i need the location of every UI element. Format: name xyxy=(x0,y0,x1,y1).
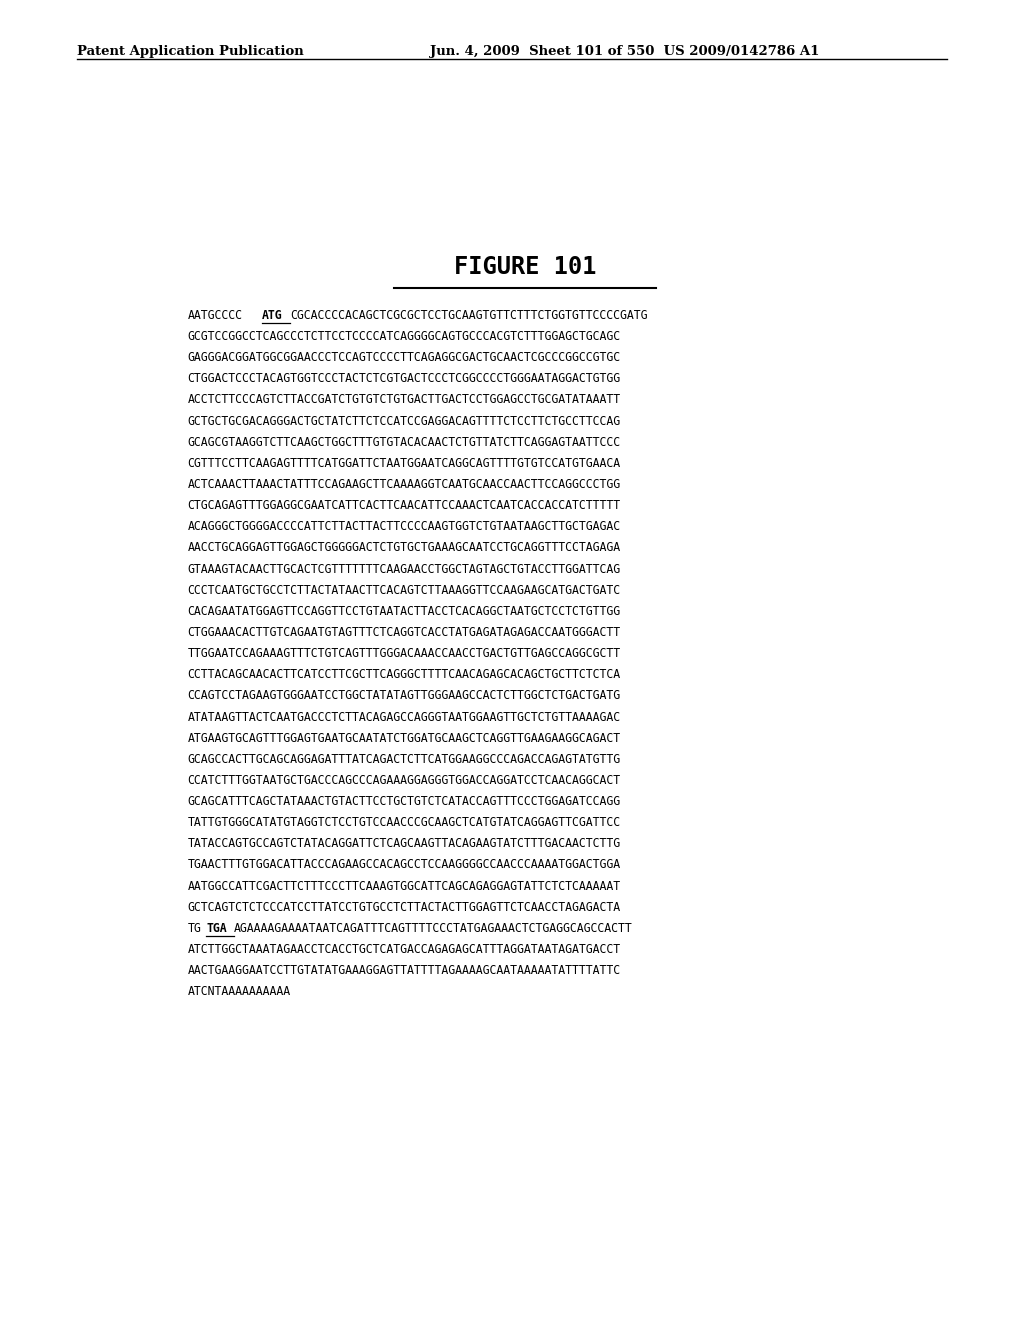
Text: GCTGCTGCGACAGGGACTGCTATCTTCTCCATCCGAGGACAGTTTTCTCCTTCTGCCTTCCAG: GCTGCTGCGACAGGGACTGCTATCTTCTCCATCCGAGGAC… xyxy=(187,414,621,428)
Text: CACAGAATATGGAGTTCCAGGTTCCTGTAATACTTACCTCACAGGCTAATGCTCCTCTGTTGG: CACAGAATATGGAGTTCCAGGTTCCTGTAATACTTACCTC… xyxy=(187,605,621,618)
Text: Jun. 4, 2009  Sheet 101 of 550  US 2009/0142786 A1: Jun. 4, 2009 Sheet 101 of 550 US 2009/01… xyxy=(430,45,819,58)
Text: AATGGCCATTCGACTTCTTTCCCTTCAAAGTGGCATTCAGCAGAGGAGTATTCTCTCAAAAAT: AATGGCCATTCGACTTCTTTCCCTTCAAAGTGGCATTCAG… xyxy=(187,879,621,892)
Text: CCCTCAATGCTGCCTCTTACTATAACTTCACAGTCTTAAAGGTTCCAAGAAGCATGACTGATC: CCCTCAATGCTGCCTCTTACTATAACTTCACAGTCTTAAA… xyxy=(187,583,621,597)
Text: ATCNTAAAAAAAAAA: ATCNTAAAAAAAAAA xyxy=(187,985,291,998)
Text: ACTCAAACTTAAACTATTTCCAGAAGCTTCAAAAGGTCAATGCAACCAACTTCCAGGCCCTGG: ACTCAAACTTAAACTATTTCCAGAAGCTTCAAAAGGTCAA… xyxy=(187,478,621,491)
Text: CTGGACTCCCTACAGTGGTCCCTACTCTCGTGACTCCCTCGGCCCCTGGGAATAGGACTGTGG: CTGGACTCCCTACAGTGGTCCCTACTCTCGTGACTCCCTC… xyxy=(187,372,621,385)
Text: TTGGAATCCAGAAAGTTTCTGTCAGTTTGGGACAAACCAACCTGACTGTTGAGCCAGGCGCTT: TTGGAATCCAGAAAGTTTCTGTCAGTTTGGGACAAACCAA… xyxy=(187,647,621,660)
Text: TATTGTGGGCATATGTAGGTCTCCTGTCCAACCCGCAAGCTCATGTATCAGGAGTTCGATTCC: TATTGTGGGCATATGTAGGTCTCCTGTCCAACCCGCAAGC… xyxy=(187,816,621,829)
Text: CCTTACAGCAACACTTCATCCTTCGCTTCAGGGCTTTTCAACAGAGCACAGCTGCTTCTCTCA: CCTTACAGCAACACTTCATCCTTCGCTTCAGGGCTTTTCA… xyxy=(187,668,621,681)
Point xyxy=(200,928,212,944)
Text: CTGCAGAGTTTGGAGGCGAATCATTCACTTCAACATTCCAAACTCAATCACCACCATCTTTTT: CTGCAGAGTTTGGAGGCGAATCATTCACTTCAACATTCCA… xyxy=(187,499,621,512)
Text: ATATAAGTTACTCAATGACCCTCTTACAGAGCCAGGGTAATGGAAGTTGCTCTGTTAAAAGAC: ATATAAGTTACTCAATGACCCTCTTACAGAGCCAGGGTAA… xyxy=(187,710,621,723)
Text: GCAGCCACTTGCAGCAGGAGATTTATCAGACTCTTCATGGAAGGCCCAGACCAGAGTATGTTG: GCAGCCACTTGCAGCAGGAGATTTATCAGACTCTTCATGG… xyxy=(187,752,621,766)
Text: ATG: ATG xyxy=(262,309,283,322)
Text: CGTTTCCTTCAAGAGTTTTCATGGATTCTAATGGAATCAGGCAGTTTTGTGTCCATGTGAACA: CGTTTCCTTCAAGAGTTTTCATGGATTCTAATGGAATCAG… xyxy=(187,457,621,470)
Text: TG: TG xyxy=(187,921,202,935)
Text: TGAACTTTGTGGACATTACCCAGAAGCCACAGCCTCCAAGGGGCCAACCCAAAATGGACTGGA: TGAACTTTGTGGACATTACCCAGAAGCCACAGCCTCCAAG… xyxy=(187,858,621,871)
Text: AACTGAAGGAATCCTTGTATATGAAAGGAGTTATTTTAGAAAAGCAATAAAAATATTTTATTC: AACTGAAGGAATCCTTGTATATGAAAGGAGTTATTTTAGA… xyxy=(187,964,621,977)
Text: CCAGTCCTAGAAGTGGGAATCCTGGCTATATAGTTGGGAAGCCACTCTTGGCTCTGACTGATG: CCAGTCCTAGAAGTGGGAATCCTGGCTATATAGTTGGGAA… xyxy=(187,689,621,702)
Text: GCAGCGTAAGGTCTTCAAGCTGGCTTTGTGTACACAACTCTGTTATCTTCAGGAGTAATTCCC: GCAGCGTAAGGTCTTCAAGCTGGCTTTGTGTACACAACTC… xyxy=(187,436,621,449)
Point xyxy=(256,315,268,331)
Text: CGCACCCCACAGCTCGCGCTCCTGCAAGTGTTCTTTCTGGTGTTCCCCGATG: CGCACCCCACAGCTCGCGCTCCTGCAAGTGTTCTTTCTGG… xyxy=(290,309,647,322)
Point xyxy=(649,281,662,297)
Text: GCTCAGTCTCTCCCATCCTTATCCTGTGCCTCTTACTACTTGGAGTTCTCAACCTAGAGACTA: GCTCAGTCTCTCCCATCCTTATCCTGTGCCTCTTACTACT… xyxy=(187,900,621,913)
Text: AATGCCCC: AATGCCCC xyxy=(187,309,243,322)
Text: ACCTCTTCCCAGTCTTACCGATCTGTGTCTGTGACTTGACTCCTGGAGCCTGCGATATAAATT: ACCTCTTCCCAGTCTTACCGATCTGTGTCTGTGACTTGAC… xyxy=(187,393,621,407)
Text: AACCTGCAGGAGTTGGAGCTGGGGGACTCTGTGCTGAAAGCAATCCTGCAGGTTTCCTAGAGA: AACCTGCAGGAGTTGGAGCTGGGGGACTCTGTGCTGAAAG… xyxy=(187,541,621,554)
Text: GTAAAGTACAACTTGCACTCGTTTTTTTCAAGAACCTGGCTAGTAGCTGTACCTTGGATTCAG: GTAAAGTACAACTTGCACTCGTTTTTTTCAAGAACCTGGC… xyxy=(187,562,621,576)
Text: ATCTTGGCTAAATAGAACCTCACCTGCTCATGACCAGAGAGCATTTAGGATAATAGATGACCT: ATCTTGGCTAAATAGAACCTCACCTGCTCATGACCAGAGA… xyxy=(187,942,621,956)
Point xyxy=(388,281,400,297)
Text: CCATCTTTGGTAATGCTGACCCAGCCCAGAAAGGAGGGTGGACCAGGATCCTCAACAGGCACT: CCATCTTTGGTAATGCTGACCCAGCCCAGAAAGGAGGGTG… xyxy=(187,774,621,787)
Text: TGA: TGA xyxy=(206,921,226,935)
Text: ATGAAGTGCAGTTTGGAGTGAATGCAATATCTGGATGCAAGCTCAGGTTGAAGAAGGCAGACT: ATGAAGTGCAGTTTGGAGTGAATGCAATATCTGGATGCAA… xyxy=(187,731,621,744)
Point xyxy=(228,928,241,944)
Text: GCAGCATTTCAGCTATAAACTGTACTTCCTGCTGTCTCATACCAGTTTCCCTGGAGATCCAGG: GCAGCATTTCAGCTATAAACTGTACTTCCTGCTGTCTCAT… xyxy=(187,795,621,808)
Text: FIGURE 101: FIGURE 101 xyxy=(454,255,596,279)
Text: CTGGAAACACTTGTCAGAATGTAGTTTCTCAGGTCACCTATGAGATAGAGACCAATGGGACTT: CTGGAAACACTTGTCAGAATGTAGTTTCTCAGGTCACCTA… xyxy=(187,626,621,639)
Text: AGAAAAGAAAATAATCAGATTTCAGTTTTCCCTATGAGAAACTCTGAGGCAGCCACTT: AGAAAAGAAAATAATCAGATTTCAGTTTTCCCTATGAGAA… xyxy=(234,921,633,935)
Text: ACAGGGCTGGGGACCCCATTCTTACTTACTTCCCCAAGTGGTCTGTAATAAGCTTGCTGAGAC: ACAGGGCTGGGGACCCCATTCTTACTTACTTCCCCAAGTG… xyxy=(187,520,621,533)
Text: GCGTCCGGCCTCAGCCCTCTTCCTCCCCATCAGGGGCAGTGCCCACGTCTTTGGAGCTGCAGC: GCGTCCGGCCTCAGCCCTCTTCCTCCCCATCAGGGGCAGT… xyxy=(187,330,621,343)
Text: TATACCAGTGCCAGTCTATACAGGATTCTCAGCAAGTTACAGAAGTATCTTTGACAACTCTTG: TATACCAGTGCCAGTCTATACAGGATTCTCAGCAAGTTAC… xyxy=(187,837,621,850)
Text: Patent Application Publication: Patent Application Publication xyxy=(77,45,303,58)
Text: GAGGGACGGATGGCGGAACCCTCCAGTCCCCTTCAGAGGCGACTGCAACTCGCCCGGCCGTGC: GAGGGACGGATGGCGGAACCCTCCAGTCCCCTTCAGAGGC… xyxy=(187,351,621,364)
Point xyxy=(284,315,296,331)
